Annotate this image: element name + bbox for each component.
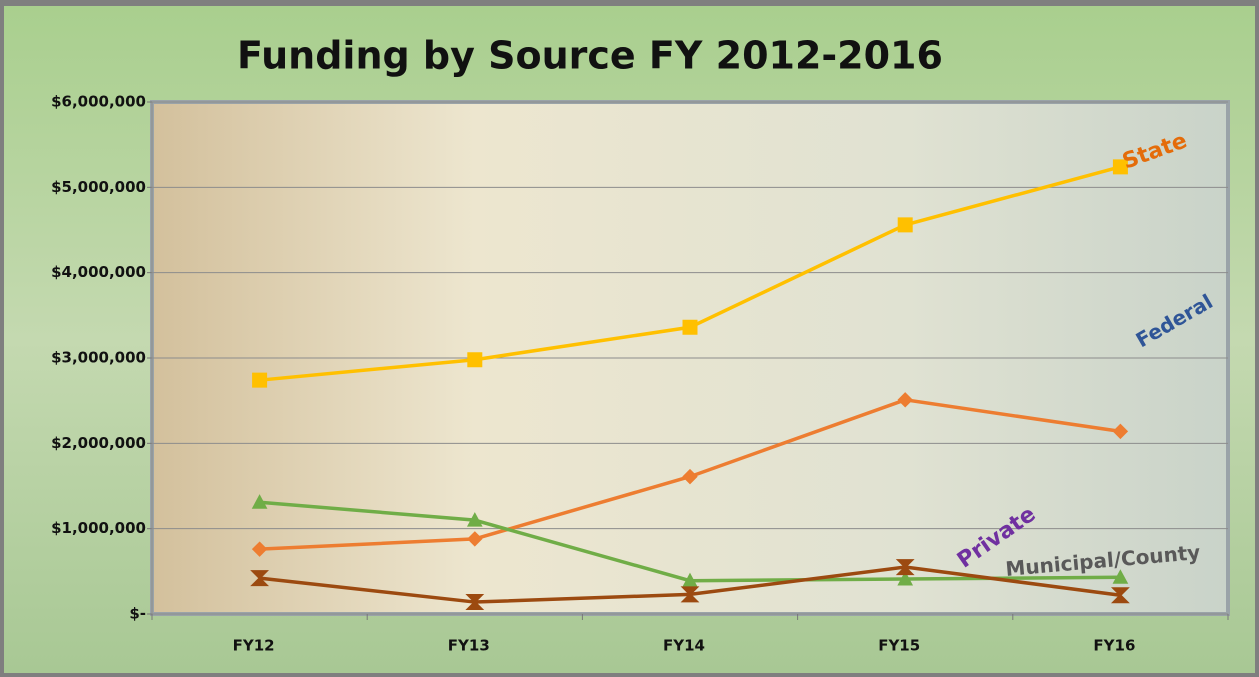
marker <box>250 570 270 587</box>
chart-title: Funding by Source FY 2012-2016 <box>237 34 943 78</box>
marker <box>682 319 698 335</box>
marker <box>467 531 483 547</box>
marker <box>252 372 268 388</box>
x-tick-label: FY13 <box>448 637 490 655</box>
x-tick-label: FY15 <box>878 637 920 655</box>
marker <box>895 559 915 576</box>
marker <box>897 217 913 233</box>
x-tick-label: FY16 <box>1093 637 1135 655</box>
marker <box>682 468 698 485</box>
y-tick-label: $3,000,000 <box>51 349 146 367</box>
x-tick-label: FY12 <box>233 637 275 655</box>
marker <box>1110 587 1130 604</box>
marker <box>251 494 268 509</box>
y-tick-label: $6,000,000 <box>51 93 146 111</box>
x-tick-label: FY14 <box>663 637 705 655</box>
y-tick-label: $5,000,000 <box>51 178 146 196</box>
marker <box>1112 423 1129 440</box>
y-tick-label: $2,000,000 <box>51 434 146 452</box>
marker <box>680 586 700 603</box>
marker <box>1112 159 1128 175</box>
y-tick-label: $- <box>129 605 146 623</box>
marker <box>467 352 483 368</box>
marker <box>466 512 483 527</box>
marker <box>897 570 914 586</box>
marker <box>897 392 913 408</box>
y-tick-label: $1,000,000 <box>51 519 146 537</box>
marker <box>465 594 485 611</box>
y-tick-label: $4,000,000 <box>51 263 146 281</box>
marker <box>251 541 268 557</box>
marker <box>1112 569 1129 584</box>
